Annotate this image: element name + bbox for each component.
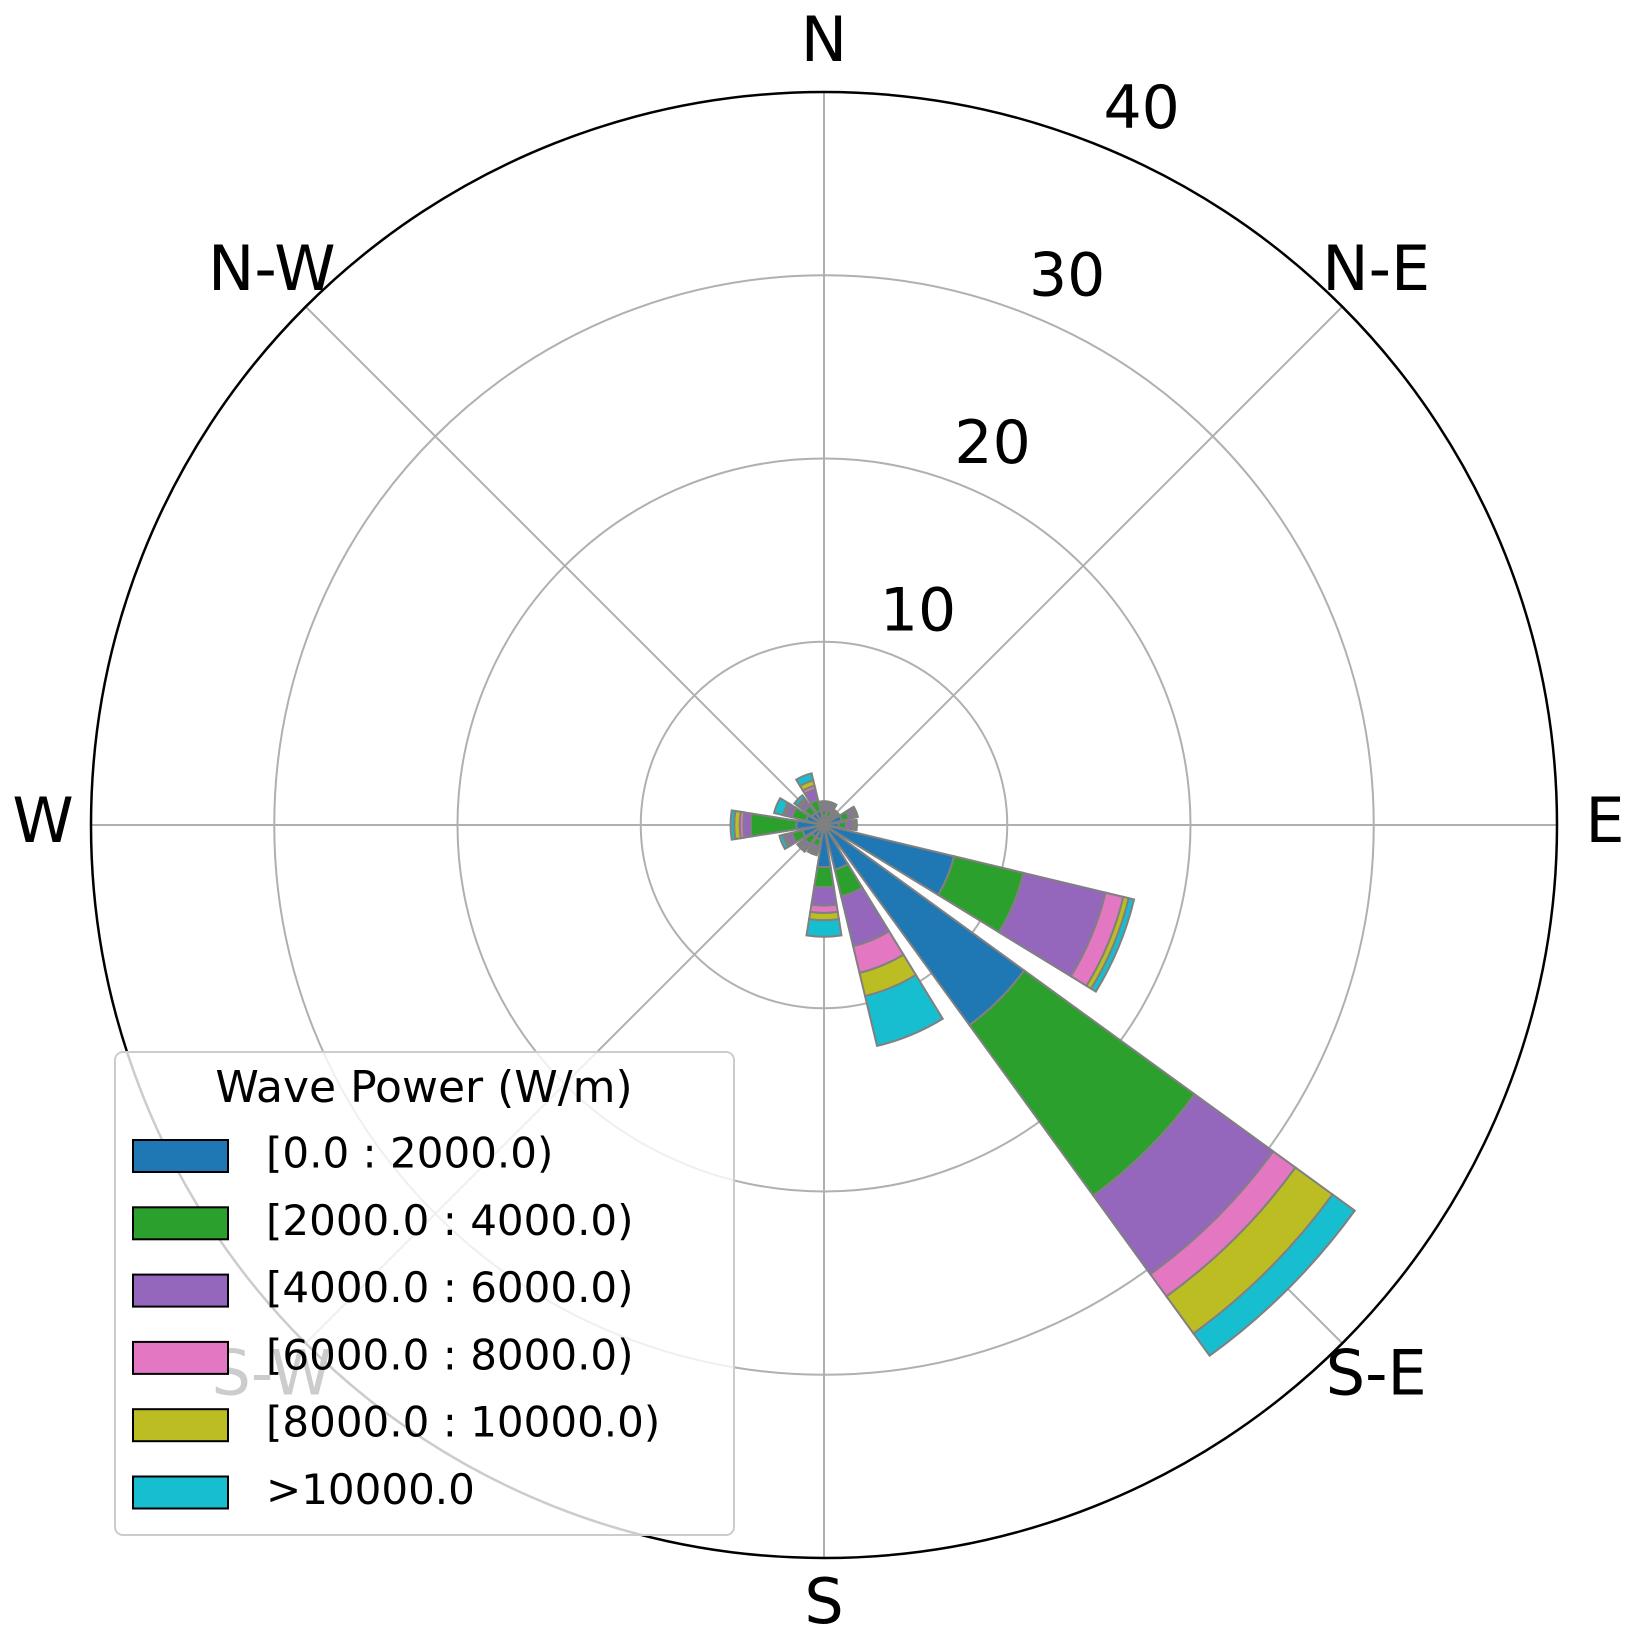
wedge-segment (813, 865, 835, 889)
radial-grid-circle (273, 274, 1375, 1376)
wedge-segment (794, 772, 815, 788)
legend-swatch (132, 1139, 229, 1173)
wedge-segment (863, 973, 945, 1048)
wedge-segment (1089, 896, 1136, 993)
legend-swatch (132, 1340, 229, 1375)
wedge-segment (1192, 1193, 1357, 1358)
legend-swatch (132, 1206, 229, 1241)
wedge-segment (827, 800, 838, 808)
theta-label: E (1585, 784, 1624, 857)
r-tick-label: 10 (880, 575, 956, 645)
outer-frame (89, 90, 1559, 1560)
legend-title: Wave Power (W/m) (215, 1062, 632, 1113)
theta-label: S (804, 1565, 843, 1630)
radial-grid-circle (639, 640, 1009, 1010)
legend: Wave Power (W/m) [0.0 : 2000.0) [2000.0 :… (114, 1051, 735, 1536)
wedge-segment (819, 800, 829, 805)
wedge-segment (729, 809, 737, 841)
theta-label: W (12, 784, 73, 857)
r-tick-label: 20 (954, 408, 1030, 478)
wedge-segment (832, 808, 841, 817)
legend-swatch (132, 1475, 229, 1510)
legend-swatch (132, 1408, 229, 1443)
legend-label: [8000.0 : 10000.0) (266, 1398, 660, 1447)
theta-label: N (801, 3, 847, 76)
bars (729, 772, 1357, 1358)
wedge-segment (853, 818, 858, 832)
wedge-segment (810, 885, 838, 907)
theta-label: S-E (1326, 1336, 1427, 1409)
wedge-segment (805, 917, 843, 938)
wedge-segment (806, 848, 819, 857)
legend-label: >10000.0 (266, 1465, 475, 1514)
legend-swatch (132, 1273, 229, 1308)
radial-grid-circle (456, 457, 1192, 1193)
r-tick-label: 40 (1103, 73, 1179, 143)
legend-label: [0.0 : 2000.0) (266, 1129, 553, 1178)
legend-label: [6000.0 : 8000.0) (266, 1330, 634, 1379)
wedge-segment (778, 833, 790, 851)
wedge-segment (795, 841, 808, 854)
wedge-segment (772, 796, 790, 817)
legend-label: [2000.0 : 4000.0) (266, 1196, 634, 1245)
wedge-segment (792, 793, 807, 808)
wedge-segment (850, 805, 860, 819)
theta-label: N-W (208, 232, 336, 305)
legend-box (114, 1051, 735, 1536)
r-tick-label: 30 (1029, 241, 1105, 311)
theta-label: N-E (1322, 232, 1430, 305)
legend-label: [4000.0 : 6000.0) (266, 1263, 634, 1312)
